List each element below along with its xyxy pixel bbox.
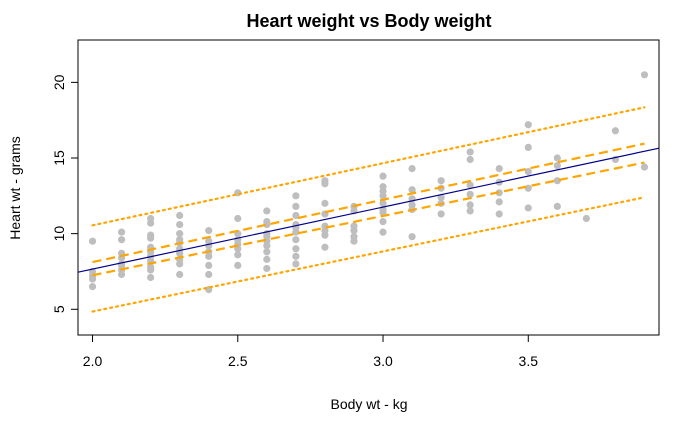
- fit-lines: [77, 106, 660, 313]
- data-point: [408, 164, 416, 173]
- y-tick-label: 10: [51, 226, 67, 242]
- data-point: [147, 234, 155, 242]
- data-point: [292, 228, 300, 236]
- regression-line: [77, 147, 660, 273]
- data-point: [408, 233, 416, 241]
- data-point: [408, 186, 416, 194]
- data-point: [466, 190, 474, 198]
- data-point: [234, 261, 242, 270]
- data-point: [437, 210, 445, 218]
- data-point: [524, 143, 532, 152]
- data-point: [147, 273, 155, 282]
- x-tick-label: 3.5: [519, 353, 539, 369]
- y-tick-label: 20: [51, 74, 67, 90]
- y-tick-label: 15: [51, 150, 67, 166]
- data-point: [234, 214, 242, 223]
- data-point: [263, 242, 271, 250]
- data-point: [117, 270, 126, 279]
- prediction-band-line: [91, 196, 646, 313]
- data-point: [466, 148, 474, 156]
- data-point: [495, 164, 503, 173]
- data-point: [321, 180, 329, 188]
- data-point: [263, 248, 271, 256]
- data-point: [321, 243, 329, 251]
- data-point: [640, 71, 649, 79]
- data-point: [350, 227, 358, 235]
- data-point: [466, 201, 474, 209]
- data-point: [176, 211, 184, 220]
- data-point: [379, 199, 387, 207]
- data-point: [495, 198, 503, 206]
- data-point: [495, 210, 503, 218]
- data-point: [176, 260, 184, 268]
- data-point: [205, 270, 213, 279]
- data-point: [321, 199, 329, 207]
- data-point: [88, 282, 97, 291]
- data-point: [234, 251, 242, 259]
- data-point: [117, 228, 126, 236]
- data-point: [292, 252, 300, 260]
- data-point: [292, 236, 300, 244]
- data-point: [263, 220, 271, 229]
- data-point: [117, 236, 126, 244]
- data-point: [611, 127, 620, 135]
- data-point: [263, 207, 271, 215]
- data-point: [263, 255, 271, 263]
- prediction-band-line: [91, 106, 646, 227]
- data-point: [466, 155, 474, 164]
- data-point: [176, 220, 184, 229]
- data-point: [524, 204, 532, 212]
- y-axis-label: Heart wt - grams: [7, 136, 23, 239]
- data-point: [147, 266, 155, 274]
- data-point: [263, 264, 271, 273]
- y-tick-label: 5: [51, 305, 67, 313]
- confidence-band-line: [92, 142, 645, 264]
- data-point: [205, 261, 213, 270]
- x-tick-label: 2.0: [83, 353, 103, 369]
- data-point: [205, 227, 213, 235]
- data-point: [379, 172, 387, 180]
- data-point: [292, 202, 300, 211]
- data-point: [379, 208, 387, 217]
- data-point: [176, 270, 184, 279]
- y-axis: 5 10 15 20: [51, 74, 79, 313]
- data-point: [553, 202, 561, 211]
- x-tick-label: 3.0: [373, 353, 393, 369]
- data-point: [524, 121, 532, 129]
- data-point: [553, 154, 561, 162]
- data-point: [524, 168, 532, 176]
- data-points: [88, 71, 649, 294]
- plot-area-border: [77, 39, 660, 336]
- data-point: [466, 207, 474, 215]
- data-point: [88, 237, 97, 245]
- chart-title: Heart weight vs Body weight: [246, 11, 491, 31]
- data-point: [350, 237, 358, 245]
- data-point: [292, 211, 300, 220]
- data-point: [379, 228, 387, 236]
- data-point: [176, 230, 184, 238]
- x-axis-label: Body wt - kg: [330, 396, 407, 412]
- data-point: [292, 245, 300, 253]
- data-point: [292, 260, 300, 268]
- data-point: [582, 214, 590, 223]
- data-point: [437, 177, 445, 185]
- data-point: [205, 252, 213, 260]
- data-point: [292, 192, 300, 200]
- data-point: [553, 161, 561, 170]
- data-point: [321, 231, 329, 239]
- data-point: [466, 181, 474, 189]
- data-point: [176, 249, 184, 257]
- x-axis: 2.0 2.5 3.0 3.5: [83, 334, 539, 369]
- data-point: [147, 219, 155, 227]
- data-point: [88, 272, 97, 280]
- data-point: [640, 163, 649, 171]
- x-tick-label: 2.5: [228, 353, 248, 369]
- data-point: [379, 192, 387, 200]
- data-point: [379, 217, 387, 226]
- confidence-band-line: [92, 161, 645, 277]
